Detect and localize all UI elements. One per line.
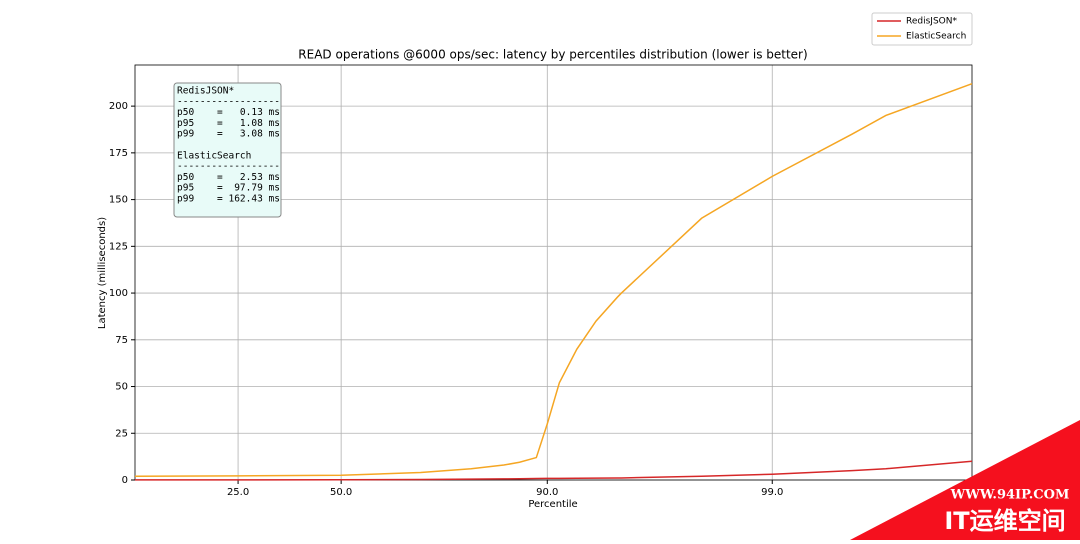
annotation-line: ------------------ — [177, 161, 280, 172]
plot-frame — [134, 64, 973, 481]
watermark-url: WWW.94IP.COM — [950, 488, 1070, 503]
y-axis-label: Latency (milliseconds) — [97, 217, 108, 329]
annotation-box — [173, 82, 282, 218]
annotation-line: p99 = 3.08 ms — [177, 129, 280, 140]
y-tick-label: 175 — [109, 148, 128, 159]
watermark-name: IT运维空间 — [944, 507, 1065, 535]
annotation-line: ------------------ — [177, 96, 280, 107]
y-tick-label: 200 — [109, 101, 128, 112]
legend-label: ElasticSearch — [906, 32, 966, 42]
annotation-line: p50 = 0.13 ms — [177, 107, 280, 118]
x-tick-label: 90.0 — [536, 487, 558, 498]
chart-title: READ operations @6000 ops/sec: latency b… — [298, 48, 807, 62]
x-axis-label: Percentile — [528, 499, 577, 510]
y-tick-label: 125 — [109, 241, 128, 252]
series-line — [134, 82, 973, 478]
annotation-line: ElasticSearch — [177, 150, 251, 161]
watermark-shape — [850, 420, 1080, 540]
annotation-line: p50 = 2.53 ms — [177, 172, 280, 183]
annotation-line: RedisJSON* — [177, 86, 234, 97]
y-tick-label: 25 — [115, 428, 128, 439]
legend-label: RedisJSON* — [906, 17, 957, 27]
x-tick-label: 50.0 — [330, 487, 352, 498]
y-tick-label: 0 — [122, 475, 128, 486]
annotation-line: p99 = 162.43 ms — [177, 194, 280, 205]
y-tick-label: 150 — [109, 195, 128, 206]
annotation-line: p95 = 1.08 ms — [177, 118, 280, 129]
y-tick-label: 100 — [109, 288, 128, 299]
y-tick-label: 50 — [115, 382, 128, 393]
series-line — [134, 460, 973, 481]
annotation-line: p95 = 97.79 ms — [177, 183, 280, 194]
y-tick-label: 75 — [115, 335, 128, 346]
x-tick-label: 99.0 — [761, 487, 783, 498]
x-tick-label: 25.0 — [227, 487, 249, 498]
